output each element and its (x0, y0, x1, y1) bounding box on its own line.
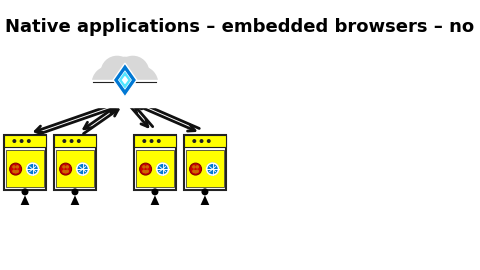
Polygon shape (21, 195, 29, 205)
Circle shape (92, 66, 126, 100)
Circle shape (14, 171, 17, 173)
Bar (134, 135, 176, 147)
Bar (136, 150, 174, 187)
Circle shape (140, 163, 152, 175)
Circle shape (194, 171, 197, 173)
Bar (6, 150, 44, 187)
Bar (184, 135, 226, 147)
Point (91, 81, 96, 84)
Circle shape (60, 163, 72, 175)
Bar (56, 150, 94, 187)
Circle shape (117, 56, 149, 88)
Circle shape (150, 140, 153, 142)
Circle shape (16, 170, 18, 172)
Circle shape (146, 170, 148, 172)
Circle shape (157, 140, 160, 142)
Bar (54, 135, 96, 147)
Circle shape (193, 166, 195, 168)
FancyBboxPatch shape (184, 135, 226, 190)
Polygon shape (119, 71, 132, 89)
Circle shape (143, 166, 145, 168)
Circle shape (20, 140, 23, 142)
Circle shape (63, 166, 65, 168)
Polygon shape (151, 195, 159, 205)
Bar (4, 135, 46, 147)
Circle shape (143, 140, 145, 142)
Circle shape (66, 170, 68, 172)
Circle shape (13, 140, 16, 142)
Circle shape (196, 170, 198, 172)
Circle shape (156, 163, 168, 175)
Circle shape (10, 163, 22, 175)
Circle shape (72, 188, 78, 195)
Circle shape (202, 188, 208, 195)
Circle shape (101, 56, 133, 88)
Circle shape (77, 163, 89, 175)
Polygon shape (122, 77, 127, 83)
FancyBboxPatch shape (54, 135, 96, 190)
Circle shape (143, 170, 145, 172)
Circle shape (102, 58, 147, 103)
Circle shape (78, 140, 80, 142)
Circle shape (27, 140, 30, 142)
Circle shape (196, 166, 198, 168)
Polygon shape (201, 195, 209, 205)
Polygon shape (71, 195, 79, 205)
Circle shape (152, 188, 158, 195)
Polygon shape (113, 63, 137, 97)
Bar (84, 80, 166, 107)
Circle shape (13, 166, 15, 168)
Circle shape (63, 140, 66, 142)
Circle shape (190, 163, 202, 175)
Circle shape (66, 166, 68, 168)
Circle shape (206, 163, 218, 175)
Circle shape (65, 171, 67, 173)
Circle shape (70, 140, 73, 142)
FancyBboxPatch shape (134, 135, 176, 190)
Circle shape (193, 170, 195, 172)
Circle shape (200, 140, 203, 142)
Circle shape (16, 166, 18, 168)
Bar (186, 150, 224, 187)
Circle shape (22, 188, 28, 195)
Circle shape (146, 166, 148, 168)
Point (154, 81, 159, 84)
Circle shape (13, 170, 15, 172)
Circle shape (63, 170, 65, 172)
Circle shape (107, 58, 143, 93)
Circle shape (207, 140, 210, 142)
Circle shape (27, 163, 38, 175)
Circle shape (144, 171, 147, 173)
FancyBboxPatch shape (4, 135, 46, 190)
Circle shape (193, 140, 195, 142)
Circle shape (124, 66, 157, 100)
Text: Native applications – embedded browsers – no SSO: Native applications – embedded browsers … (5, 18, 480, 36)
